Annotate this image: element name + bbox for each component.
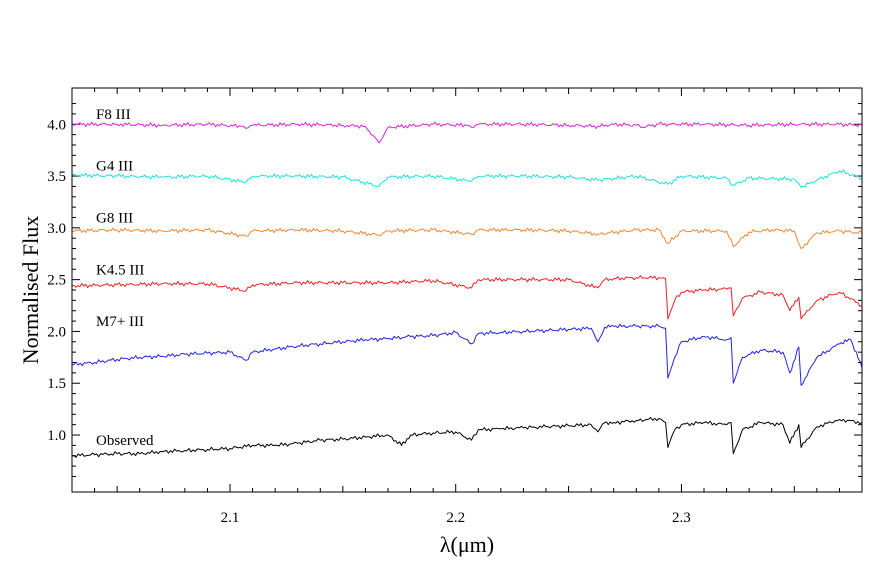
x-axis: 2.1 2.2 2.3 [94,88,840,526]
plot-frame [71,87,863,493]
series-label: G8 III [96,210,133,226]
y-tick-label: 4.0 [47,117,66,133]
series-line-m7-iii [72,323,863,386]
y-axis: 1.0 1.5 2.0 2.5 3.0 3.5 4.0 [47,103,862,477]
x-axis-title: λ(μm) [440,532,494,557]
series-label: Observed [96,433,154,449]
series-label: K4.5 III [96,262,144,278]
series-line-g4-iii [71,169,863,188]
y-tick-label: 3.0 [47,221,66,237]
series-label: F8 III [96,107,131,123]
y-tick-label: 3.5 [47,169,66,185]
y-tick-label: 1.0 [47,428,66,444]
y-tick-label: 2.5 [47,273,66,289]
series-layer: F8 III G4 III G8 III K4.5 III M7+ III Observe… [71,107,863,458]
y-axis-title: Normalised Flux [18,216,43,365]
series-line-k4-5-iii [71,275,863,320]
series-label: M7+ III [96,314,144,330]
x-tick-label: 2.2 [446,510,465,526]
x-tick-label: 2.1 [221,510,240,526]
series-line-f8-iii [71,121,863,144]
y-tick-label: 1.5 [47,376,66,392]
series-line-g8-iii [71,227,863,250]
y-tick-label: 2.0 [47,324,66,340]
series-line-observed [71,417,863,458]
x-tick-label: 2.3 [672,510,691,526]
series-label: G4 III [96,159,133,175]
